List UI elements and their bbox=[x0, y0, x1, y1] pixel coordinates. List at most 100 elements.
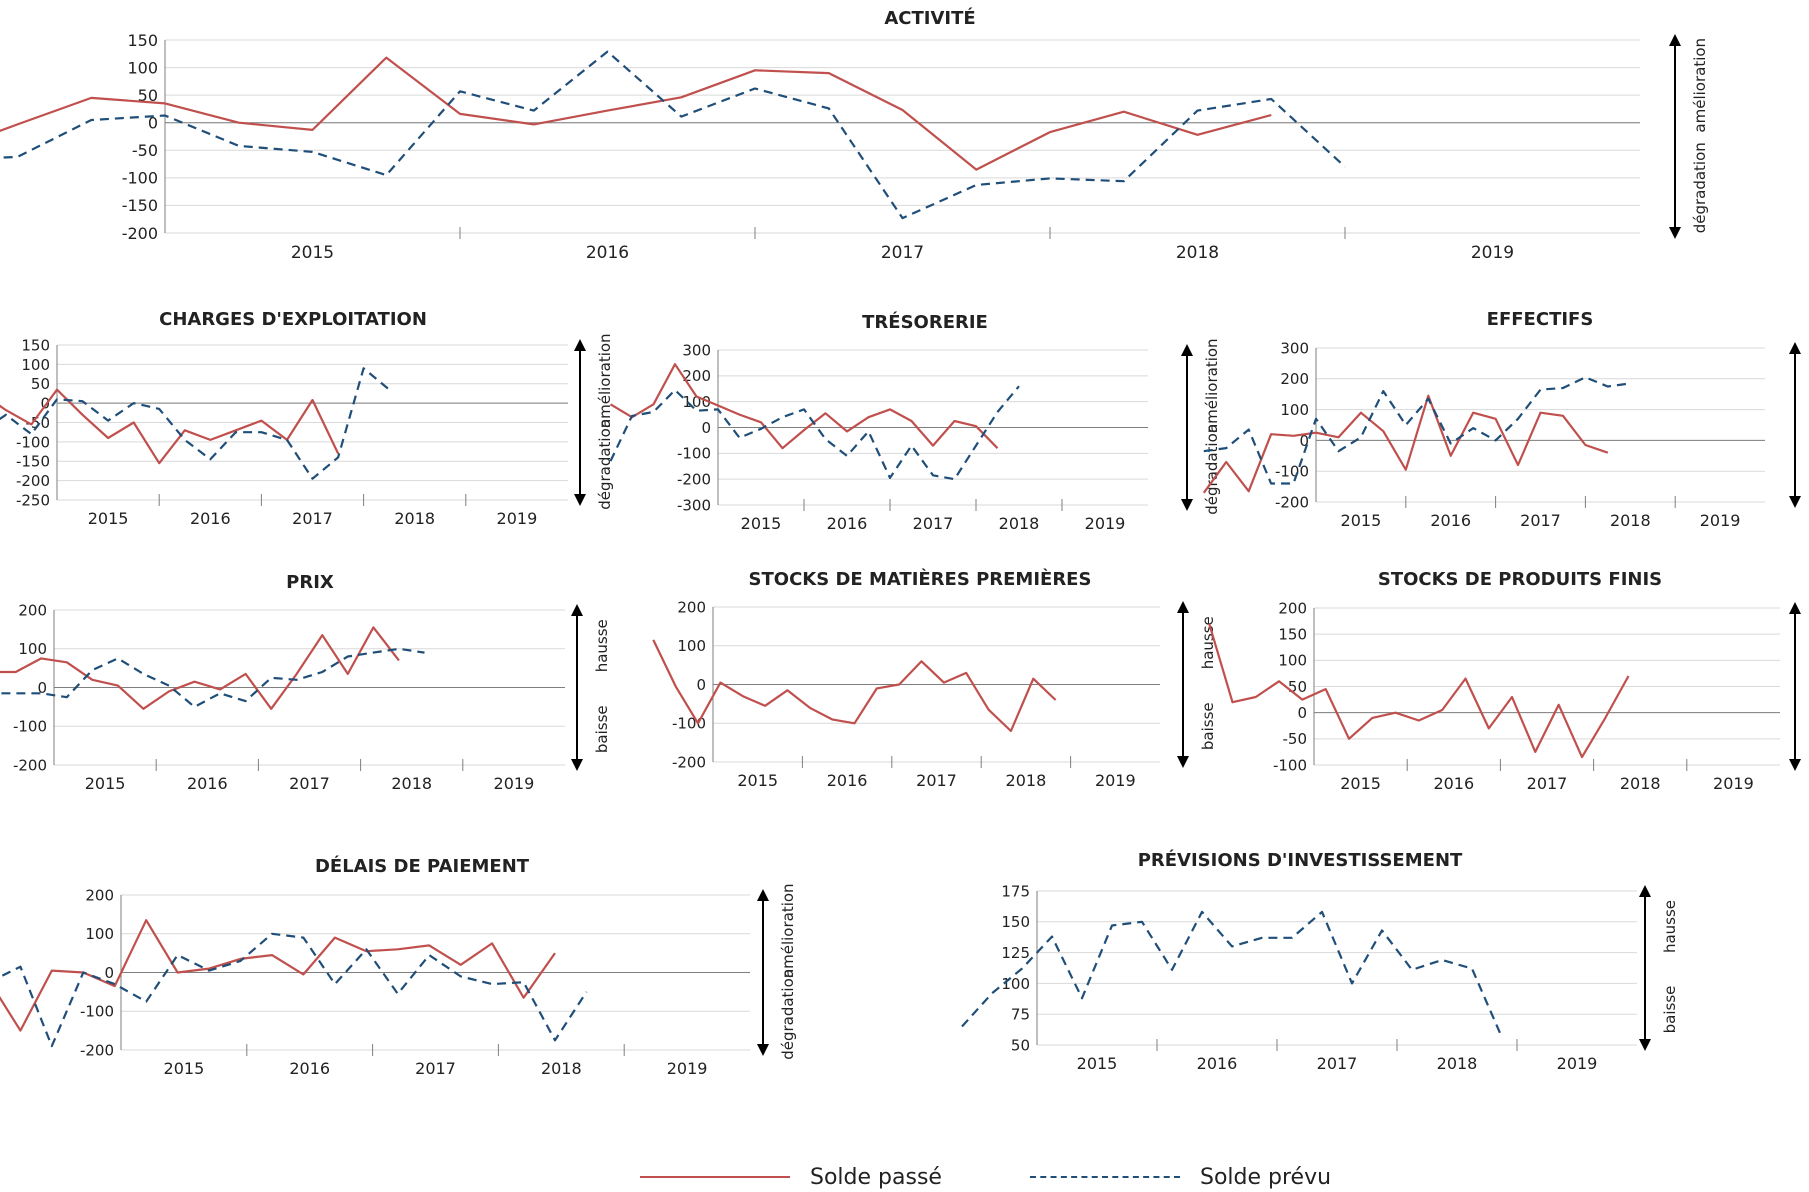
chart-title: STOCKS DE PRODUITS FINIS bbox=[1378, 569, 1662, 590]
arrow-label-up: amélioration bbox=[1691, 38, 1709, 133]
chart-panel: STOCKS DE PRODUITS FINIS 200 150 100 50 0 -50 -… bbox=[1208, 569, 1801, 793]
x-tick-label: 2019 bbox=[1471, 243, 1514, 263]
y-tick-label: 200 bbox=[682, 367, 711, 385]
arrow-label-up: hausse bbox=[1661, 900, 1679, 953]
y-tick-label: 150 bbox=[1001, 913, 1030, 931]
y-tick-label: 200 bbox=[1280, 370, 1309, 388]
series-line-solde-passe bbox=[652, 639, 1057, 733]
series-line-solde-prevu bbox=[1203, 376, 1631, 485]
x-tick-label: 2018 bbox=[1176, 243, 1219, 263]
x-tick-label: 2015 bbox=[1077, 1054, 1118, 1073]
chart-legend: Solde passé Solde prévu bbox=[620, 1163, 1380, 1191]
y-tick-label: 50 bbox=[1011, 1036, 1030, 1054]
series-line-solde-passe bbox=[1208, 623, 1630, 759]
y-tick-label: 200 bbox=[677, 598, 706, 616]
arrow-down-head bbox=[1669, 227, 1681, 239]
chart-panel: CHARGES D'EXPLOITATION150100500-50-100-1… bbox=[0, 309, 614, 528]
arrow-down-head bbox=[1177, 756, 1189, 768]
x-tick-label: 2016 bbox=[1433, 774, 1474, 793]
x-tick-label: 2016 bbox=[827, 514, 868, 533]
arrow-up-head bbox=[1177, 601, 1189, 613]
x-tick-label: 2015 bbox=[737, 771, 778, 790]
x-tick-label: 2015 bbox=[1340, 774, 1381, 793]
y-tick-label: 200 bbox=[18, 601, 47, 619]
series-line-solde-passe bbox=[0, 626, 400, 710]
x-tick-label: 2019 bbox=[667, 1059, 708, 1078]
series-line-solde-passe bbox=[1202, 394, 1609, 494]
x-tick-label: 2016 bbox=[1430, 511, 1471, 530]
chart-title: CHARGES D'EXPLOITATION bbox=[159, 309, 427, 330]
x-tick-label: 2017 bbox=[1317, 1054, 1358, 1073]
arrow-down-head bbox=[574, 494, 586, 506]
arrow-label-down: dégradation bbox=[1691, 142, 1709, 233]
arrow-up-head bbox=[574, 339, 586, 351]
y-tick-label: 100 bbox=[677, 637, 706, 655]
arrow-down-head bbox=[1789, 759, 1801, 771]
y-tick-label: 300 bbox=[1280, 339, 1309, 357]
chart-title: EFFECTIFS bbox=[1487, 309, 1594, 330]
y-tick-label: -200 bbox=[16, 472, 50, 490]
y-tick-label: 100 bbox=[18, 640, 47, 658]
arrow-up-head bbox=[1669, 34, 1681, 46]
y-tick-label: -200 bbox=[677, 471, 711, 489]
y-tick-label: 150 bbox=[21, 336, 50, 354]
y-tick-label: 0 bbox=[148, 113, 158, 132]
y-tick-label: 0 bbox=[37, 679, 47, 697]
y-tick-label: -200 bbox=[122, 224, 158, 243]
y-tick-label: -300 bbox=[677, 496, 711, 514]
x-tick-label: 2015 bbox=[741, 514, 782, 533]
series-line-solde-prevu bbox=[0, 932, 588, 1048]
x-tick-label: 2019 bbox=[494, 774, 535, 793]
series-line-solde-prevu bbox=[609, 385, 1020, 481]
x-tick-label: 2019 bbox=[497, 509, 538, 528]
y-tick-label: 150 bbox=[1278, 626, 1307, 644]
x-tick-label: 2015 bbox=[164, 1059, 205, 1078]
y-tick-label: 0 bbox=[104, 964, 114, 982]
arrow-down-head bbox=[757, 1044, 769, 1056]
x-tick-label: 2016 bbox=[827, 771, 868, 790]
y-tick-label: -50 bbox=[132, 141, 158, 160]
y-tick-label: -100 bbox=[80, 1003, 114, 1021]
arrow-up-head bbox=[571, 604, 583, 616]
x-tick-label: 2019 bbox=[1700, 511, 1741, 530]
chart-panel: TRÉSORERIE 300 200 100 0 -100 -200 -300 2015 2016… bbox=[609, 311, 1221, 533]
legend-label-past: Solde passé bbox=[810, 1164, 942, 1190]
x-tick-label: 2015 bbox=[88, 509, 129, 528]
x-tick-label: 2018 bbox=[394, 509, 435, 528]
chart-title: DÉLAIS DE PAIEMENT bbox=[315, 855, 530, 877]
series-line-solde-passe bbox=[0, 56, 1272, 171]
chart-panel: PRÉVISIONS D'INVESTISSEMENT 175 150 125 100 7… bbox=[961, 849, 1679, 1073]
y-tick-label: -150 bbox=[122, 196, 158, 215]
x-tick-label: 2016 bbox=[187, 774, 228, 793]
y-tick-label: 50 bbox=[31, 375, 50, 393]
y-tick-label: 0 bbox=[701, 419, 711, 437]
legend-swatch-past bbox=[640, 1176, 790, 1178]
y-tick-label: 0 bbox=[696, 676, 706, 694]
x-tick-label: 2018 bbox=[1006, 771, 1047, 790]
x-tick-label: 2016 bbox=[586, 243, 629, 263]
y-tick-label: 125 bbox=[1001, 944, 1030, 962]
y-tick-label: 100 bbox=[1278, 652, 1307, 670]
x-tick-label: 2015 bbox=[85, 774, 126, 793]
chart-panel: STOCKS DE MATIÈRES PREMIÈRES 200 100 0 -100 -… bbox=[652, 568, 1217, 790]
y-tick-label: 300 bbox=[682, 341, 711, 359]
y-tick-label: -200 bbox=[80, 1041, 114, 1059]
x-tick-label: 2017 bbox=[1520, 511, 1561, 530]
arrow-label-down: baisse bbox=[593, 705, 611, 753]
y-tick-label: -100 bbox=[672, 715, 706, 733]
arrow-label-down: dégradation bbox=[596, 419, 614, 510]
y-tick-label: -50 bbox=[1283, 730, 1308, 748]
y-tick-label: 100 bbox=[85, 925, 114, 943]
arrow-label-down: baisse bbox=[1661, 986, 1679, 1034]
y-tick-label: -150 bbox=[16, 453, 50, 471]
arrow-down-head bbox=[1181, 499, 1193, 511]
x-tick-label: 2017 bbox=[415, 1059, 456, 1078]
arrow-label-down: baisse bbox=[1199, 702, 1217, 750]
legend-item-past: Solde passé bbox=[640, 1163, 942, 1191]
x-tick-label: 2016 bbox=[190, 509, 231, 528]
x-tick-label: 2017 bbox=[1527, 774, 1568, 793]
series-line-solde-passe bbox=[609, 363, 999, 450]
arrow-label-up: amélioration bbox=[596, 333, 614, 428]
y-tick-label: 100 bbox=[127, 58, 158, 77]
arrow-label-up: hausse bbox=[593, 619, 611, 672]
